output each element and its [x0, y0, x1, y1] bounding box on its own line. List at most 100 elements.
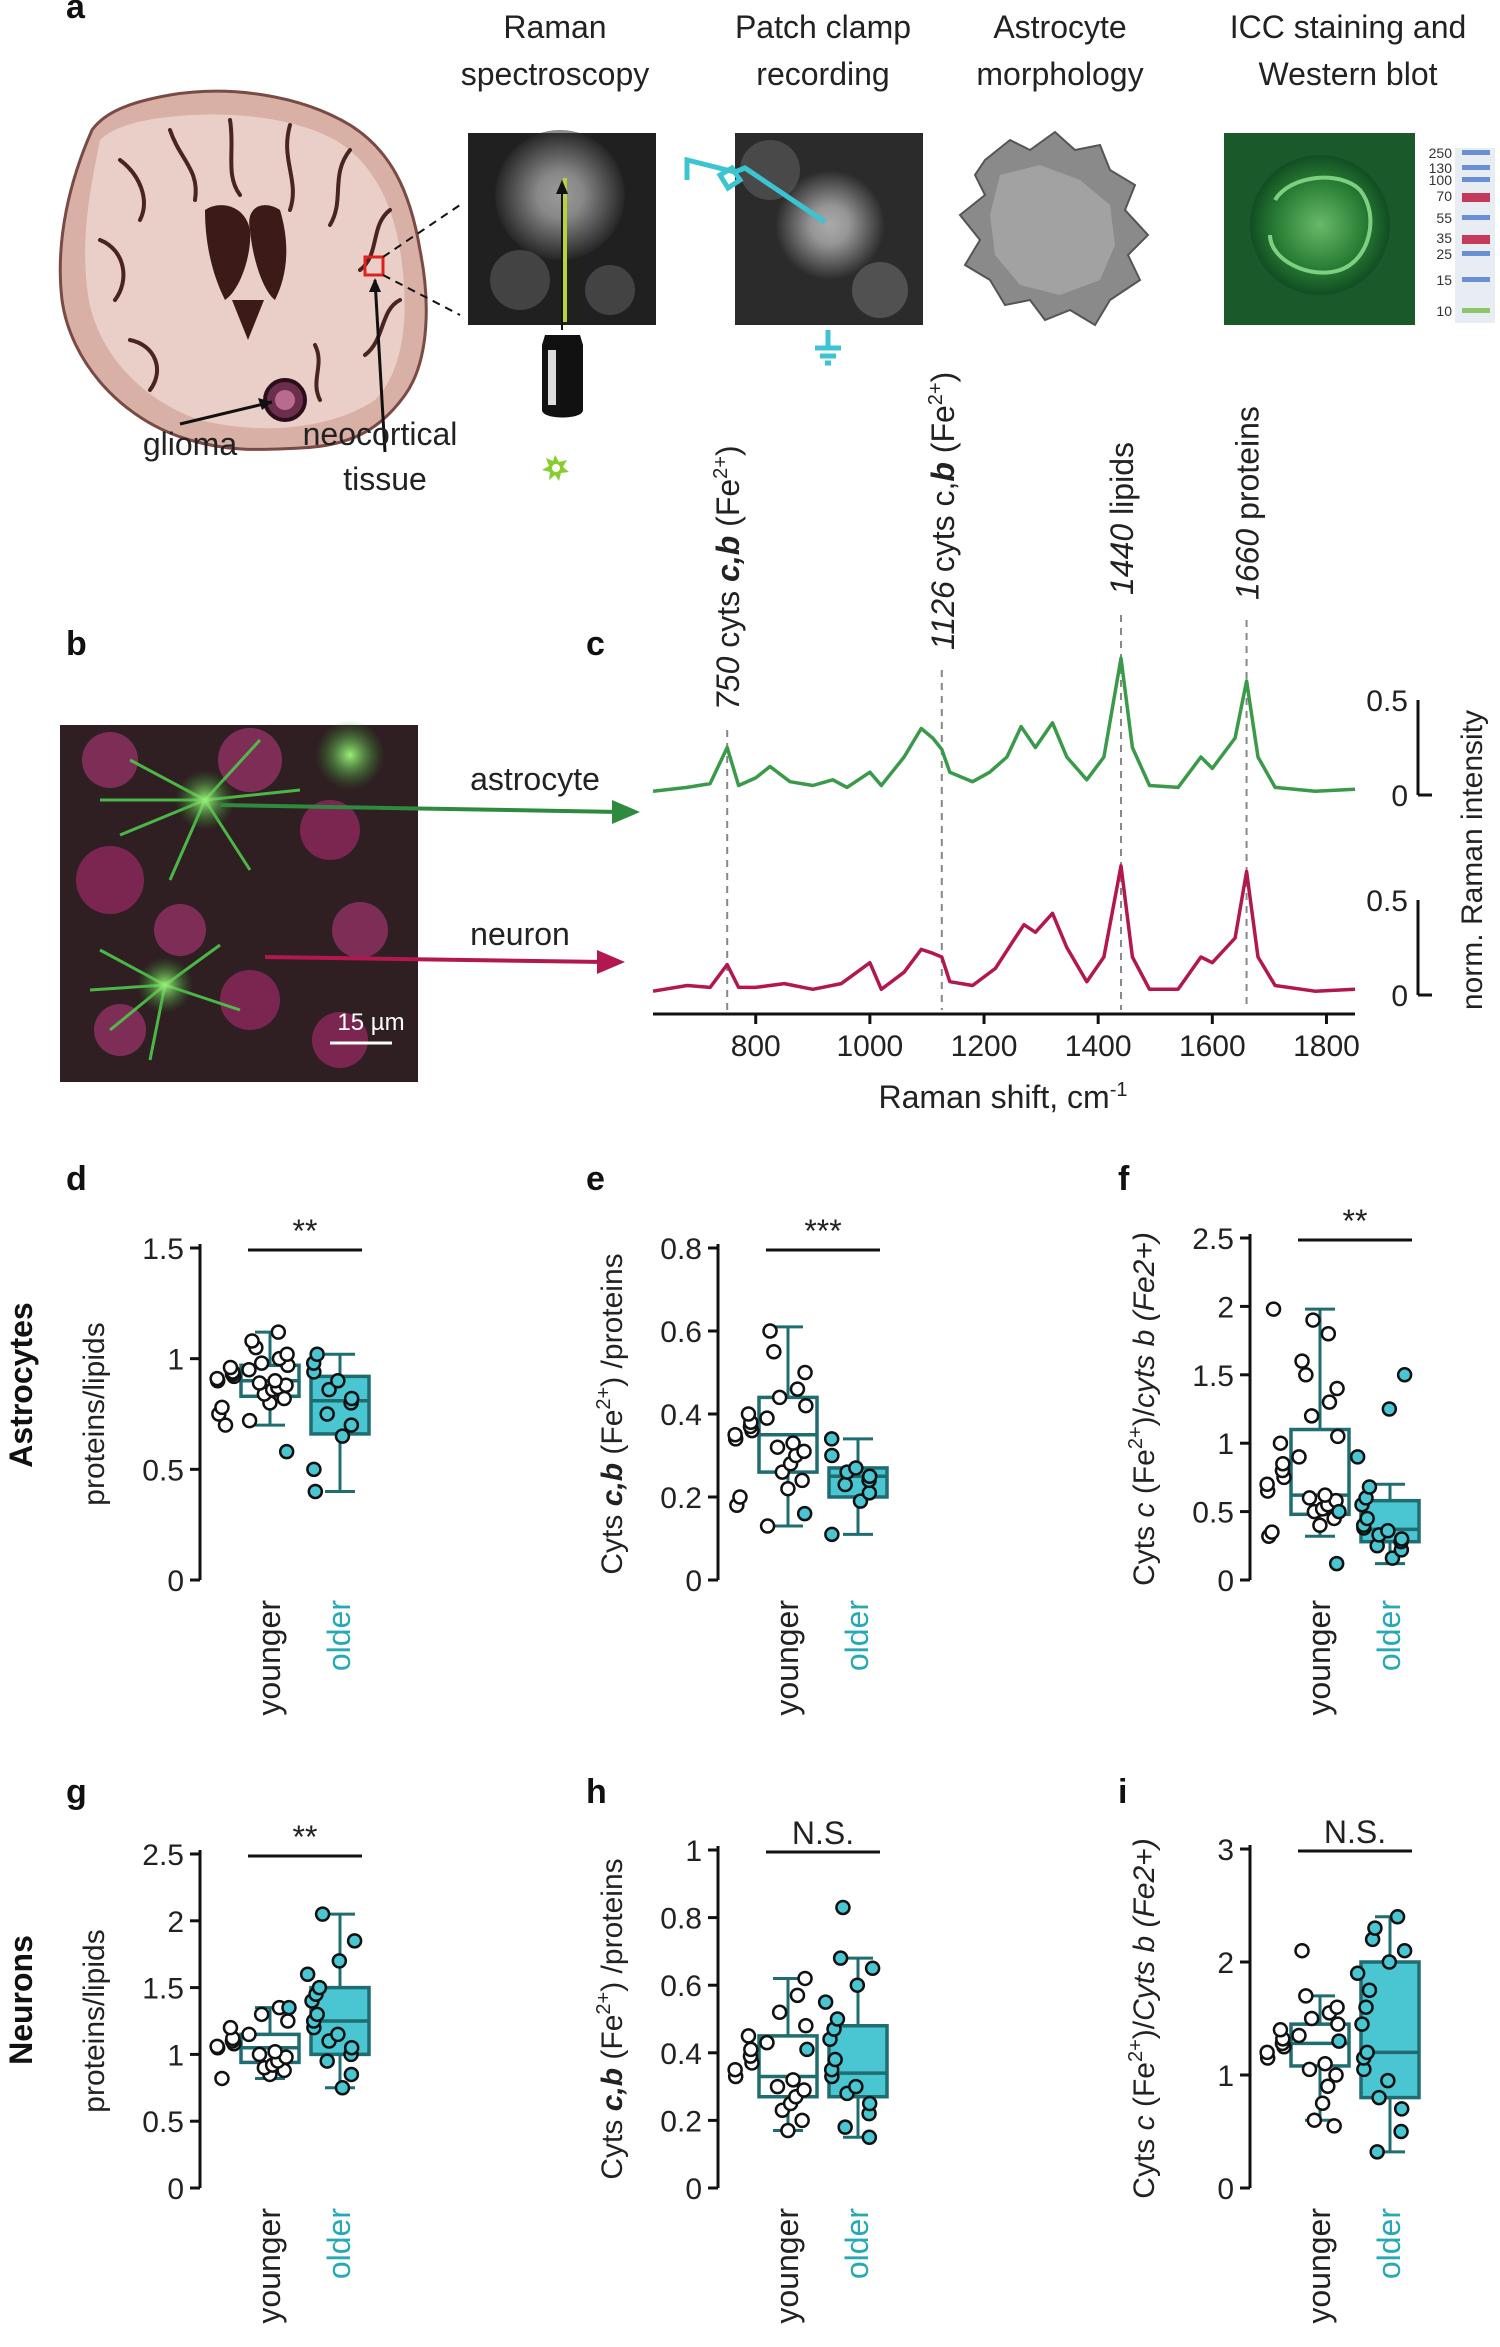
- scale-bottom-astro: 0: [1391, 780, 1408, 813]
- y-tick-label: 0.6: [660, 1316, 702, 1349]
- data-point: [1291, 2027, 1307, 2044]
- box-older: [799, 1899, 889, 2146]
- glioma-label: glioma: [143, 426, 237, 462]
- data-point: [214, 1399, 230, 1416]
- y-tick-label: 0: [1217, 1565, 1234, 1598]
- box-younger: [1259, 1301, 1351, 1544]
- x-tick-label: 1000: [837, 1030, 904, 1063]
- data-point: [334, 1428, 351, 1444]
- data-point: [1396, 1367, 1413, 1383]
- category-label-younger: younger: [251, 2208, 287, 2324]
- panel-letter-d: d: [66, 1160, 87, 1198]
- box-older: [796, 1431, 889, 1543]
- panel-a: Raman spectroscopy Patch clamp recording…: [58, 9, 1495, 497]
- box-older: [278, 1346, 371, 1500]
- data-point: [789, 1381, 806, 1397]
- data-point: [1301, 1490, 1318, 1506]
- data-point: [1326, 2118, 1342, 2134]
- y-axis-label: norm. Raman intensity: [1456, 710, 1489, 1010]
- x-tick-label: 1800: [1293, 1030, 1360, 1063]
- data-point: [759, 1518, 776, 1534]
- significance-label: ***: [804, 1213, 841, 1249]
- data-point: [1393, 1531, 1410, 1547]
- raman-micrograph: [468, 130, 656, 481]
- data-point: [241, 1361, 257, 1378]
- panel-letter-g: g: [66, 1773, 87, 1811]
- data-point: [343, 2066, 360, 2083]
- y-tick-label: 0.2: [660, 2105, 702, 2138]
- blot-marker-70: 70: [1436, 188, 1452, 204]
- data-point: [727, 1427, 743, 1443]
- y-tick-label: 1: [167, 2039, 184, 2072]
- blot-band: [1462, 215, 1490, 220]
- y-tick-label: 2: [1217, 1291, 1234, 1324]
- boxplot-d: 0 0.5 1 1.5 proteins/lipids younger older **: [78, 1213, 371, 1716]
- blot-marker-130: 130: [1429, 160, 1453, 176]
- data-point: [1393, 2101, 1410, 2117]
- data-point: [319, 1406, 335, 1422]
- box-older: [1328, 1367, 1421, 1572]
- data-point: [780, 2122, 796, 2139]
- data-point: [1303, 1408, 1320, 1424]
- blot-band: [1462, 277, 1490, 282]
- data-point: [1264, 1524, 1280, 1540]
- data-point: [241, 1412, 258, 1429]
- data-point: [1330, 1428, 1346, 1445]
- data-point: [796, 1505, 813, 1522]
- data-point: [827, 2051, 843, 2068]
- blot-marker-100: 100: [1429, 172, 1453, 188]
- data-point: [1306, 2112, 1323, 2128]
- data-point: [796, 2082, 812, 2098]
- data-point: [270, 1324, 287, 1340]
- category-label-younger: younger: [769, 1600, 805, 1716]
- significance-label: N.S.: [1324, 1814, 1386, 1850]
- data-point: [794, 1472, 810, 1489]
- peak-label-1660: 1660 proteins: [1230, 406, 1266, 600]
- y-tick-label: 0.5: [142, 2106, 184, 2139]
- data-point: [1371, 2089, 1387, 2106]
- data-point: [279, 1346, 295, 1362]
- blot-band: [1462, 235, 1490, 244]
- data-point: [1298, 1988, 1314, 2004]
- peak-label-1126: 1126 cyts c,b (Fe2+): [925, 372, 961, 650]
- data-point: [1349, 1449, 1366, 1465]
- data-point: [861, 2095, 878, 2112]
- header-patch-1: Patch clamp: [735, 9, 911, 45]
- y-tick-label: 0.5: [142, 1454, 184, 1487]
- y-tick-label: 2.5: [1192, 1223, 1234, 1256]
- data-point: [307, 1483, 324, 1500]
- box-younger: [727, 1970, 819, 2139]
- data-point: [832, 1950, 849, 1966]
- y-tick-label: 1: [167, 1344, 184, 1377]
- blot-band: [1462, 177, 1490, 182]
- data-point: [1305, 1312, 1321, 1328]
- data-point: [1396, 1942, 1413, 1959]
- data-point: [1369, 2144, 1385, 2160]
- y-axis-label: Cyts c,b (Fe2+) /proteins: [593, 1253, 629, 1574]
- data-point: [330, 2026, 346, 2043]
- data-point: [1294, 1353, 1310, 1369]
- data-point: [314, 1906, 331, 1922]
- data-point: [1381, 1954, 1398, 1970]
- data-point: [759, 1410, 775, 1426]
- boxplot-g: 0 0.5 1 1.5 2 2.5 proteins/lipids younger older *…: [78, 1819, 371, 2324]
- neocortical-marker: [363, 255, 385, 277]
- data-point: [1354, 2016, 1370, 2032]
- neocortical-label-1: neocortical: [303, 416, 458, 452]
- boxplot-f: 0 0.5 1 1.5 2 2.5 Cyts c (Fe2+)/cyts b (Fe2+) y…: [1125, 1203, 1421, 1716]
- data-point: [1259, 1476, 1275, 1492]
- y-tick-label: 1: [1217, 2060, 1234, 2093]
- data-point: [1389, 1909, 1406, 1925]
- panel-letter-a: a: [66, 0, 86, 26]
- box-younger: [209, 1324, 301, 1433]
- y-tick-label: 0: [167, 1565, 184, 1598]
- box-older: [1331, 1909, 1421, 2160]
- data-point: [1272, 1435, 1289, 1451]
- box-older: [281, 1906, 371, 2096]
- astrocyte-arrow-label: astrocyte: [470, 761, 600, 797]
- data-point: [1320, 2078, 1336, 2095]
- header-icc-2: Western blot: [1258, 56, 1437, 92]
- data-point: [823, 1431, 840, 1447]
- data-point: [1298, 1367, 1314, 1383]
- data-point: [1294, 1942, 1310, 1959]
